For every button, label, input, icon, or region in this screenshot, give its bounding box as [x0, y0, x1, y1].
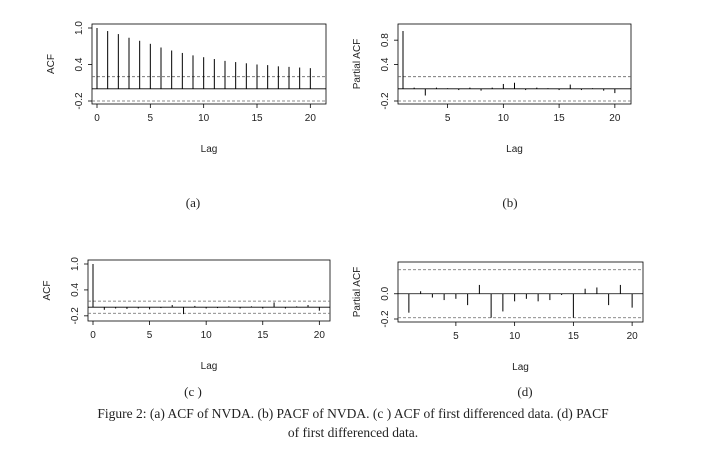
y-tick-label: 0.8 [380, 33, 391, 47]
y-tick-label: 1.0 [74, 21, 85, 35]
x-axis-label: Lag [201, 144, 218, 155]
y-tick-label: 0.4 [74, 57, 85, 71]
x-axis-label: Lag [506, 144, 523, 155]
x-tick-label: 0 [94, 113, 100, 124]
chart-panel-2: 5 10 15 20 -0.2 0.4 0.8 Lag Partial ACF (b) [352, 23, 632, 210]
x-tick-label: 10 [498, 113, 510, 124]
x-tick-label: 15 [251, 113, 263, 124]
x-tick-label: 10 [509, 331, 521, 342]
x-tick-label: 5 [148, 113, 154, 124]
x-axis-label: Lag [512, 362, 529, 373]
y-tick-label: 0.4 [380, 57, 391, 71]
figure-caption: Figure 2: (a) ACF of NVDA. (b) PACF of N… [30, 404, 676, 442]
panel-label: (d) [517, 384, 532, 399]
y-tick-label: 1.0 [70, 257, 81, 271]
y-tick-label: -0.2 [380, 310, 391, 328]
plot-frame [87, 259, 331, 322]
chart-panel-1: 0 5 10 15 20 -0.2 0.4 1.0 Lag ACF (a) [46, 21, 327, 210]
plot-frame [91, 23, 327, 105]
x-tick-label: 15 [554, 113, 566, 124]
x-tick-label: 5 [453, 331, 459, 342]
panel-label: (b) [502, 195, 517, 210]
caption-line-1: Figure 2: (a) ACF of NVDA. (b) PACF of N… [97, 406, 609, 421]
y-tick-label: 0.0 [380, 286, 391, 300]
x-tick-label: 20 [314, 330, 326, 341]
chart-panel-3: 0 5 10 15 20 -0.2 0.4 1.0 Lag ACF (c ) [42, 257, 331, 399]
y-tick-label: -0.2 [70, 307, 81, 325]
panel-label: (c ) [184, 384, 202, 399]
y-tick-label: 0.4 [70, 283, 81, 297]
chart-panel-4: 5 10 15 20 -0.2 0.0 Lag Partial ACF (d) [352, 261, 644, 399]
panel-label: (a) [186, 195, 200, 210]
x-tick-label: 15 [257, 330, 269, 341]
plot-frame [397, 23, 632, 105]
plot-frame [397, 261, 644, 323]
x-tick-label: 10 [201, 330, 213, 341]
x-tick-label: 15 [568, 331, 580, 342]
y-axis-label: Partial ACF [352, 267, 363, 318]
y-axis-label: ACF [46, 54, 57, 74]
y-tick-label: -0.2 [74, 92, 85, 110]
x-tick-label: 10 [198, 113, 210, 124]
x-tick-label: 20 [627, 331, 639, 342]
y-axis-label: Partial ACF [352, 39, 363, 90]
y-tick-label: -0.2 [380, 92, 391, 110]
x-axis-label: Lag [201, 361, 218, 372]
caption-line-2: of first differenced data. [287, 425, 419, 440]
x-tick-label: 5 [147, 330, 153, 341]
x-tick-label: 0 [90, 330, 96, 341]
x-tick-label: 20 [305, 113, 317, 124]
x-tick-label: 5 [445, 113, 451, 124]
x-tick-label: 20 [609, 113, 621, 124]
y-axis-label: ACF [42, 281, 53, 301]
